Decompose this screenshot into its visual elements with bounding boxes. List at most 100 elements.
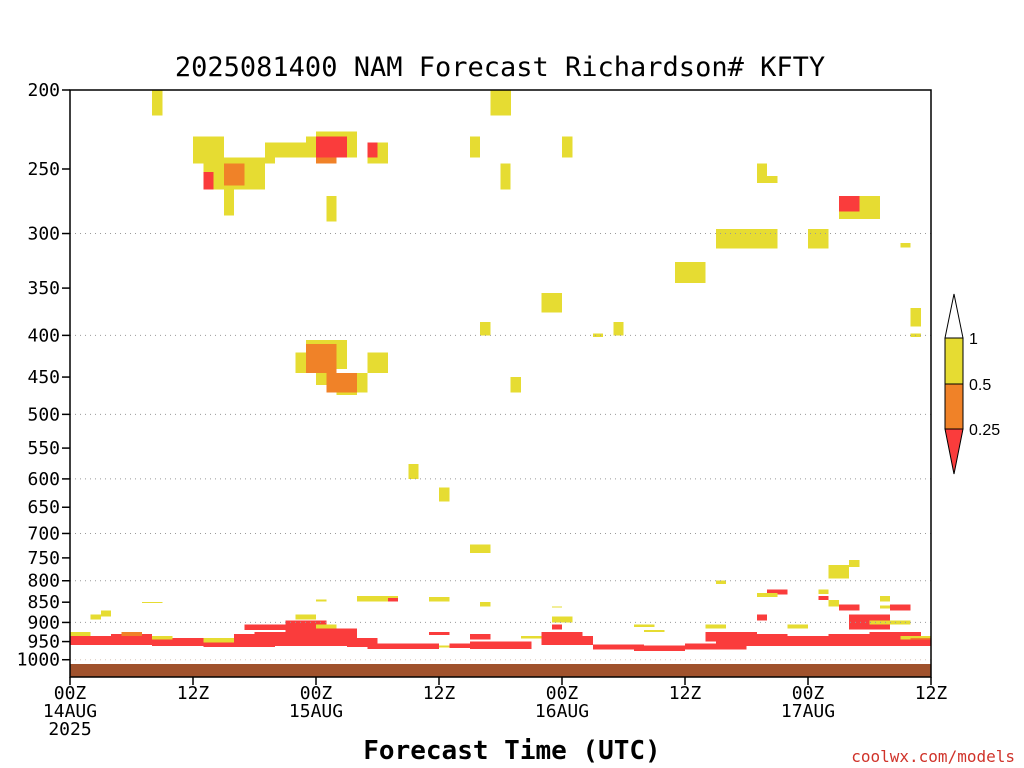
cell-orange [121, 632, 142, 636]
cell-yellow [849, 560, 860, 568]
cell-yellow [469, 136, 481, 158]
cell-yellow [152, 635, 173, 640]
cell-yellow [428, 597, 450, 602]
cell-yellow [767, 176, 778, 183]
cell-red [367, 142, 378, 158]
x-tick-label: 00Z [300, 683, 333, 704]
cell-yellow [336, 392, 357, 395]
legend-swatch-0.5-1 [944, 337, 964, 385]
cell-yellow [510, 377, 521, 393]
cell-yellow [551, 616, 573, 623]
cell-red [387, 598, 399, 602]
cell-yellow [223, 189, 235, 216]
cell-red [70, 635, 111, 646]
cell-red [244, 624, 286, 631]
ground-fill [70, 664, 931, 677]
cell-red [705, 632, 716, 642]
cell-yellow [521, 635, 542, 639]
y-tick-label: 550 [27, 438, 60, 459]
cell-yellow [480, 602, 491, 607]
cell-yellow [141, 601, 163, 603]
cell-yellow [490, 90, 511, 116]
cell-yellow [70, 632, 91, 636]
cell-yellow [633, 624, 655, 628]
cell-yellow [715, 580, 727, 585]
cell-yellow [357, 595, 398, 602]
cell-yellow [295, 352, 306, 374]
cell-red [746, 634, 788, 646]
cell-yellow [674, 261, 706, 283]
cell-red [203, 171, 214, 190]
y-tick-label: 650 [27, 497, 60, 518]
cell-yellow [377, 142, 388, 158]
cell-yellow [644, 630, 665, 633]
y-tick-label: 350 [27, 278, 60, 299]
legend-label: 0.5 [969, 377, 991, 394]
y-tick-label: 900 [27, 612, 60, 633]
cell-yellow [787, 624, 808, 629]
cell-yellow [439, 487, 450, 502]
x-tick-label: 12Z [423, 683, 456, 704]
legend-swatch-0.25-0.5 [944, 383, 964, 430]
cell-yellow [203, 637, 235, 644]
cell-red [172, 637, 204, 646]
cell-orange [910, 637, 931, 640]
x-tick-label: 2025 [48, 719, 91, 740]
cell-yellow [480, 321, 491, 336]
cell-yellow [879, 605, 891, 609]
cell-red [685, 643, 747, 650]
heatmap-cells [70, 90, 932, 651]
x-tick-label: 00Z [54, 683, 87, 704]
y-tick-label: 750 [27, 548, 60, 569]
cell-red [551, 624, 563, 630]
credit-text[interactable]: coolwx.com/models [851, 747, 1015, 766]
y-tick-label: 700 [27, 523, 60, 544]
cell-red [203, 642, 245, 648]
cell-yellow [316, 373, 327, 385]
x-tick-label: 15AUG [289, 701, 343, 722]
cell-red [869, 632, 921, 646]
legend-label: 0.25 [969, 422, 1000, 439]
cell-red [367, 643, 440, 649]
cell-red [541, 632, 583, 646]
cell-yellow [439, 645, 460, 648]
y-tick-label: 300 [27, 224, 60, 245]
x-axis-label: Forecast Time (UTC) [363, 736, 660, 766]
cell-yellow [541, 293, 562, 313]
y-tick-label: 500 [27, 404, 60, 425]
x-tick-label: 00Z [792, 683, 825, 704]
axes: 200 250 300 350 400 450 500 550 600 650 700 7508008… [17, 80, 948, 740]
cell-red [346, 637, 378, 648]
cell-orange [326, 373, 358, 393]
cell-yellow [715, 228, 778, 249]
cell-red [767, 589, 788, 595]
x-tick-label: 12Z [915, 683, 948, 704]
chart-title: 2025081400 NAM Forecast Richardson# KFTY [175, 52, 825, 83]
cell-yellow [828, 600, 839, 607]
y-tick-label: 600 [27, 469, 60, 490]
cell-red [890, 604, 911, 611]
cell-red [469, 634, 491, 640]
gridlines [70, 233, 931, 661]
cell-yellow [90, 614, 101, 620]
cell-orange [223, 163, 245, 186]
cell-red [910, 639, 931, 646]
cell-yellow [562, 136, 573, 158]
y-tick-label: 450 [27, 367, 60, 388]
cell-yellow [152, 90, 163, 116]
cell-red [111, 634, 152, 646]
cell-yellow [305, 136, 317, 158]
cell-orange [316, 157, 337, 164]
cell-red [572, 635, 593, 646]
x-tick-label: 14AUG [43, 701, 97, 722]
y-tick-label: 850 [27, 592, 60, 613]
y-tick-label: 1000 [17, 650, 60, 671]
cell-red [828, 634, 870, 646]
cell-yellow [367, 157, 388, 164]
cell-yellow [316, 624, 337, 629]
cell-orange [305, 344, 337, 374]
legend-label: 1 [969, 331, 978, 348]
cell-yellow [900, 242, 911, 248]
cell-yellow [326, 196, 337, 222]
x-tick-label: 17AUG [781, 701, 835, 722]
